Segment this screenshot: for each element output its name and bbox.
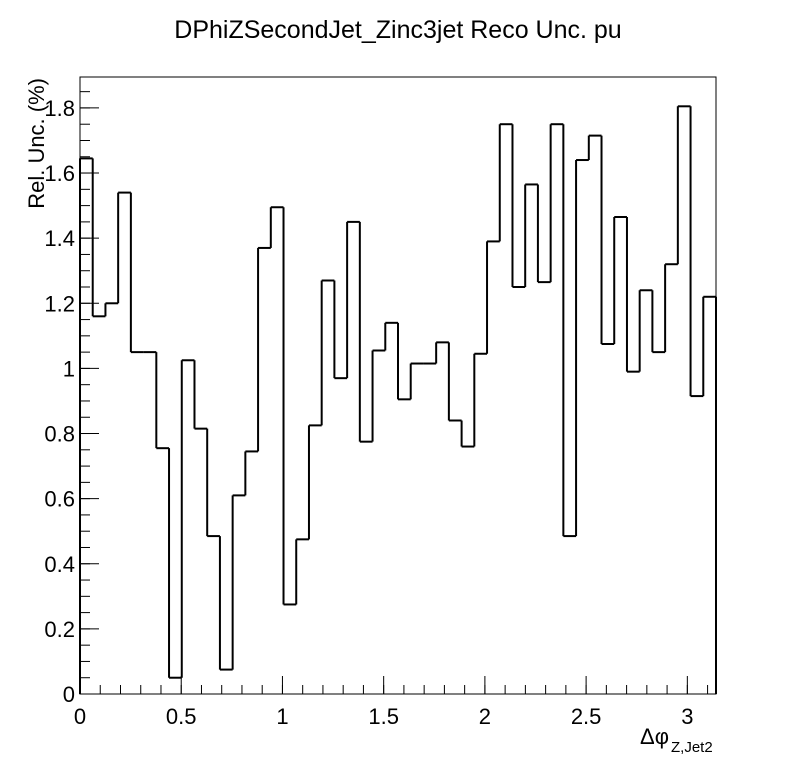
x-tick-label: 0 xyxy=(74,704,86,729)
x-tick-label: 0.5 xyxy=(166,704,197,729)
x-tick-label: 2 xyxy=(479,704,491,729)
y-tick-label: 1.6 xyxy=(44,161,75,186)
y-tick-label: 1.2 xyxy=(44,291,75,316)
x-tick-label: 3 xyxy=(681,704,693,729)
y-tick-label: 0 xyxy=(63,682,75,707)
x-tick-label: 1 xyxy=(276,704,288,729)
x-tick-label: 1.5 xyxy=(368,704,399,729)
x-tick-label: 2.5 xyxy=(571,704,602,729)
y-axis-label: Rel. Unc. (%) xyxy=(24,78,49,209)
y-tick-label: 0.2 xyxy=(44,617,75,642)
y-tick-label: 0.6 xyxy=(44,487,75,512)
chart-title: DPhiZSecondJet_Zinc3jet Reco Unc. pu xyxy=(174,16,621,44)
x-axis-label: Δφ xyxy=(640,724,669,749)
y-tick-label: 1 xyxy=(63,356,75,381)
y-tick-label: 0.4 xyxy=(44,552,75,577)
x-axis-label-sub: Z,Jet2 xyxy=(671,739,713,756)
y-tick-label: 1.8 xyxy=(44,96,75,121)
y-tick-label: 0.8 xyxy=(44,422,75,447)
y-tick-label: 1.4 xyxy=(44,226,75,251)
